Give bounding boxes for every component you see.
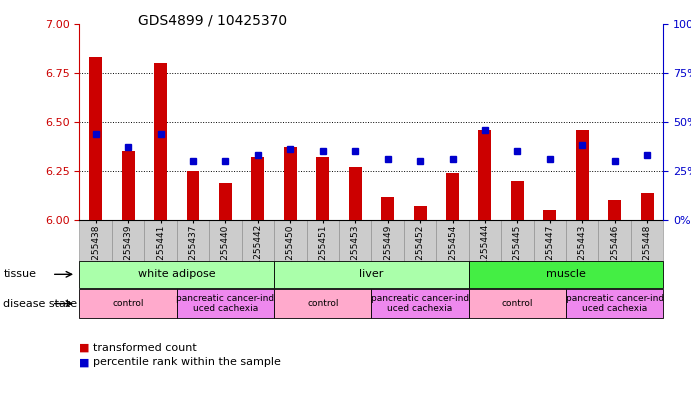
Text: liver: liver — [359, 269, 384, 279]
Bar — [608, 200, 621, 220]
Bar — [284, 147, 297, 220]
Bar — [122, 151, 135, 220]
Bar — [89, 57, 102, 220]
Bar — [511, 181, 524, 220]
Text: control: control — [113, 299, 144, 308]
Bar — [316, 157, 329, 220]
Bar — [381, 196, 394, 220]
Text: pancreatic cancer-ind
uced cachexia: pancreatic cancer-ind uced cachexia — [566, 294, 664, 313]
Text: pancreatic cancer-ind
uced cachexia: pancreatic cancer-ind uced cachexia — [176, 294, 274, 313]
Bar — [543, 210, 556, 220]
Bar — [349, 167, 361, 220]
Bar — [252, 157, 265, 220]
Text: pancreatic cancer-ind
uced cachexia: pancreatic cancer-ind uced cachexia — [371, 294, 469, 313]
Text: ■: ■ — [79, 357, 90, 367]
Bar — [641, 193, 654, 220]
Bar — [219, 183, 232, 220]
Text: control: control — [502, 299, 533, 308]
Text: white adipose: white adipose — [138, 269, 216, 279]
Text: transformed count: transformed count — [93, 343, 197, 353]
Text: percentile rank within the sample: percentile rank within the sample — [93, 357, 281, 367]
Bar — [446, 173, 459, 220]
Text: tissue: tissue — [3, 269, 37, 279]
Text: ■: ■ — [79, 343, 90, 353]
Bar — [187, 171, 200, 220]
Text: control: control — [307, 299, 339, 308]
Bar — [576, 130, 589, 220]
Bar — [154, 63, 167, 220]
Text: disease state: disease state — [3, 299, 77, 309]
Text: GDS4899 / 10425370: GDS4899 / 10425370 — [138, 14, 287, 28]
Bar — [478, 130, 491, 220]
Text: muscle: muscle — [546, 269, 586, 279]
Bar — [414, 206, 426, 220]
